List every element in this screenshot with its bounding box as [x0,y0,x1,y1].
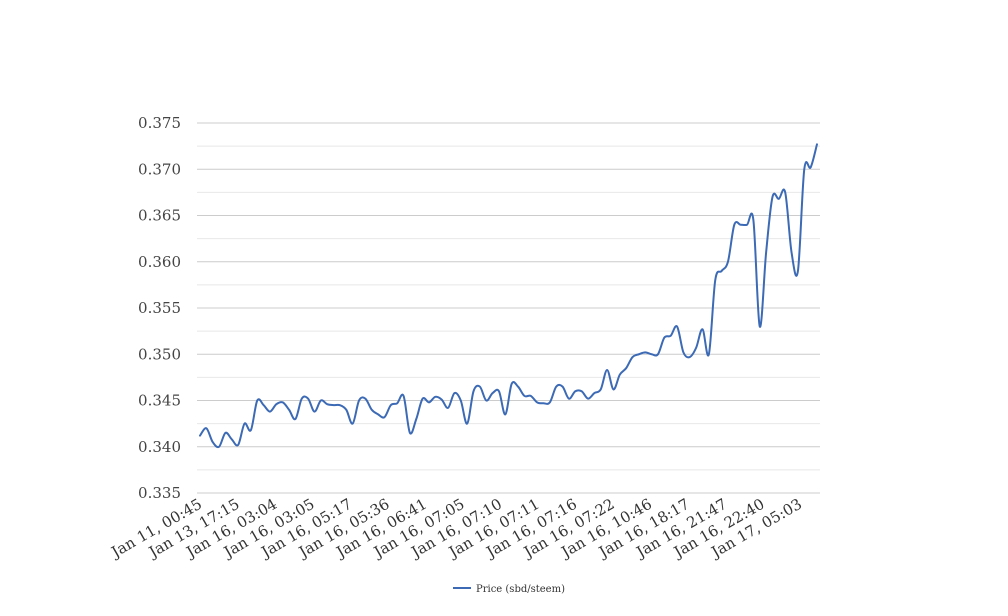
y-tick-label: 0.345 [138,392,181,410]
y-tick-label: 0.375 [138,114,181,132]
y-axis-ticks: 0.375 0.370 0.365 0.360 0.355 0.350 0.345 0.340… [138,114,181,502]
y-tick-label: 0.355 [138,299,181,317]
y-tick-label: 0.340 [138,438,181,456]
grid-lines [197,122,820,494]
legend-label: Price (sbd/steem) [476,584,565,595]
series-line-price [199,143,818,449]
y-tick-label: 0.360 [138,253,181,271]
y-tick-label: 0.365 [138,207,181,225]
y-tick-label: 0.350 [138,345,181,363]
y-tick-label: 0.335 [138,484,181,502]
y-tick-label: 0.370 [138,160,181,178]
legend: Price (sbd/steem) [453,584,565,595]
